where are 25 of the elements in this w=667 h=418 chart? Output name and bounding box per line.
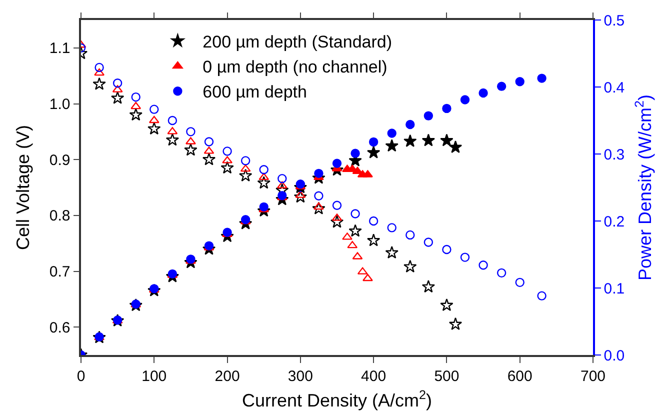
y-tick-label: 1.1: [49, 40, 70, 58]
y2-tick-label: 0.0: [604, 347, 625, 364]
y2-tick-label: 0.5: [604, 12, 625, 30]
y-tick-label: 1.0: [49, 96, 70, 113]
y-tick-label: 0.9: [49, 152, 70, 169]
y-tick-label: 0.7: [49, 264, 70, 280]
x-tick-label: 700: [580, 368, 606, 385]
x-tick-label: 200: [214, 368, 240, 385]
y-tick-label: 0.8: [49, 208, 70, 225]
x-tick-label: 300: [288, 368, 313, 385]
y2-tick-label: 0.2: [604, 213, 625, 230]
x-axis-title: Current Density (A/cm$^{2}$): [242, 388, 432, 410]
y2-tick-label: 0.4: [604, 79, 625, 96]
x-tick-label: 500: [434, 368, 460, 385]
legend-label: 600 µm depth: [202, 82, 307, 102]
legend-label: 200 µm depth (Standard): [202, 32, 392, 52]
y2-tick-label: 0.3: [604, 146, 625, 164]
x-tick-label: 600: [507, 368, 532, 385]
x-tick-label: 100: [142, 368, 167, 385]
x-tick-label: 400: [361, 368, 386, 385]
x-tick-label: 0: [76, 368, 86, 385]
y2-tick-label: 0.1: [604, 280, 625, 298]
y-axis-title: Cell Voltage (V): [13, 124, 34, 250]
y-tick-label: 0.6: [49, 319, 70, 336]
legend-label: 0 µm depth (no channel): [202, 58, 388, 77]
